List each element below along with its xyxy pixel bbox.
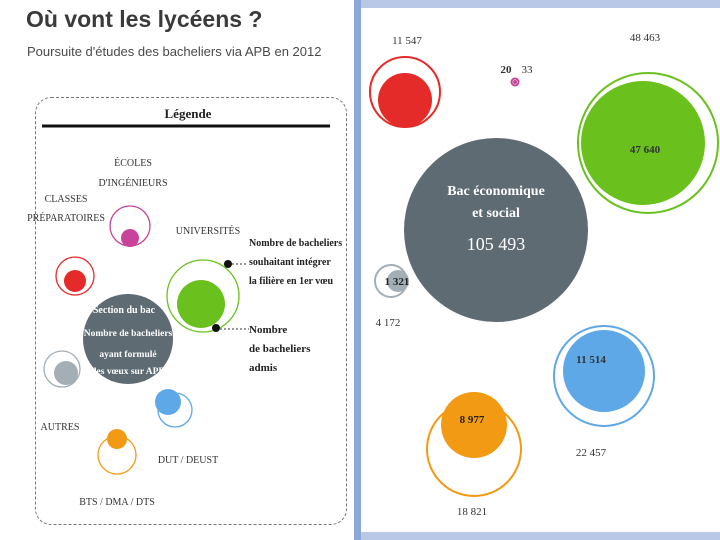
legend-bts-inner bbox=[107, 429, 127, 449]
legend-label-autres: AUTRES bbox=[41, 422, 80, 433]
center-bubble bbox=[404, 138, 588, 322]
legend-title: Légende bbox=[165, 106, 212, 121]
page-subtitle: Poursuite d'études des bacheliers via AP… bbox=[27, 44, 322, 59]
autres-wished-label: 4 172 bbox=[376, 317, 401, 329]
legend-label-classes-2: PRÉPARATOIRES bbox=[27, 212, 105, 224]
legend-center-line-2: Nombre de bacheliers bbox=[84, 329, 173, 339]
center-value: 105 493 bbox=[467, 234, 526, 254]
legend-wished-line-1: Nombre de bacheliers bbox=[249, 238, 342, 249]
right-top-border bbox=[361, 0, 720, 8]
legend-classes-outer bbox=[55, 256, 95, 296]
divider-bar bbox=[354, 0, 361, 540]
dut-admitted-label: 11 514 bbox=[576, 354, 606, 366]
universites-admitted-bubble bbox=[581, 81, 705, 205]
legend-admitted-line-1: Nombre bbox=[249, 324, 287, 336]
bubble-group bbox=[369, 56, 719, 497]
bts-wished-label: 18 821 bbox=[457, 506, 487, 518]
legend-label-classes-1: CLASSES bbox=[45, 194, 88, 205]
legend-dut-inner bbox=[155, 389, 181, 415]
legend-wished-marker bbox=[224, 260, 232, 268]
legend-admitted-line-3: admis bbox=[249, 362, 278, 374]
legend-universites-inner bbox=[177, 280, 225, 328]
ecoles-wished-label: 33 bbox=[522, 64, 534, 76]
legend-center-bubble bbox=[83, 294, 173, 384]
legend-universites-outer bbox=[166, 259, 240, 333]
legend-label-universites: UNIVERSITÉS bbox=[176, 225, 240, 237]
autres-admitted-bubble bbox=[387, 270, 409, 292]
bts-admitted-bubble bbox=[441, 392, 507, 458]
legend-center-line-4: des vœux sur APB bbox=[91, 367, 165, 377]
universites-admitted-label: 47 640 bbox=[630, 144, 661, 156]
value-labels: 11 547 33 20 48 463 47 640 4 172 1 321 22 457 11… bbox=[376, 32, 661, 518]
cpge-wished-label: 11 547 bbox=[392, 35, 422, 47]
dut-wished-label: 22 457 bbox=[576, 447, 607, 459]
cpge-admitted-bubble bbox=[378, 73, 432, 127]
legend-panel bbox=[35, 97, 347, 525]
dut-admitted-bubble bbox=[563, 330, 645, 412]
universites-wished-label: 48 463 bbox=[630, 32, 661, 44]
legend-label-ecoles-1: ÉCOLES bbox=[114, 157, 152, 169]
page-title: Où vont les lycéens ? bbox=[26, 6, 263, 32]
center-label-line-1: Bac économique bbox=[447, 184, 545, 199]
right-bottom-border bbox=[361, 532, 720, 540]
autres-admitted-label: 1 321 bbox=[385, 276, 410, 288]
legend-admitted-marker bbox=[212, 324, 220, 332]
legend-center-line-3: ayant formulé bbox=[99, 350, 156, 360]
legend-wished-line-2: souhaitant intégrer bbox=[249, 257, 331, 268]
legend-ecoles-inner bbox=[121, 229, 139, 247]
legend-label-ecoles-2: D'INGÉNIEURS bbox=[98, 177, 167, 189]
legend-autres-inner bbox=[54, 361, 78, 385]
legend-wished-line-3: la filière en 1er vœu bbox=[249, 276, 333, 287]
ecoles-admitted-label: 20 bbox=[501, 64, 513, 76]
legend-center-line-1: Section du bac bbox=[93, 305, 156, 316]
legend-label-dut: DUT / DEUST bbox=[158, 455, 218, 466]
legend-autres-outer bbox=[43, 350, 81, 388]
legend-classes-inner bbox=[64, 270, 86, 292]
center-label-line-2: et social bbox=[472, 206, 520, 221]
legend-label-bts: BTS / DMA / DTS bbox=[79, 497, 155, 508]
bts-admitted-label: 8 977 bbox=[460, 414, 485, 426]
ecoles-admitted-bubble bbox=[513, 80, 517, 84]
legend-admitted-line-2: de bacheliers bbox=[249, 343, 311, 355]
